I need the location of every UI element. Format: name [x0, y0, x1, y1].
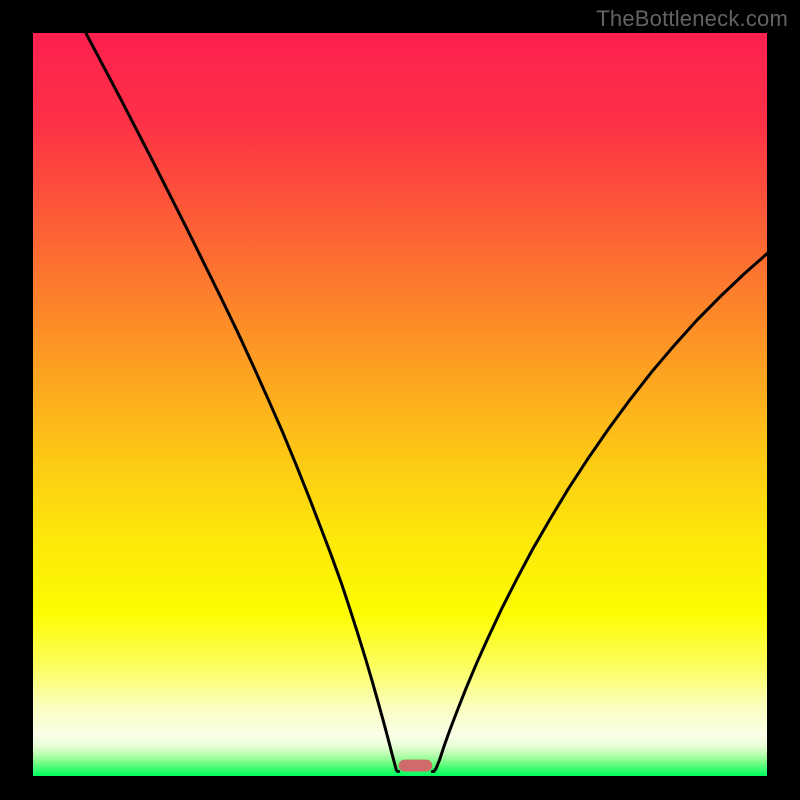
plot-area: [33, 33, 767, 776]
minimum-marker: [399, 760, 433, 772]
watermark-text: TheBottleneck.com: [596, 6, 788, 32]
chart-svg: [33, 33, 767, 776]
